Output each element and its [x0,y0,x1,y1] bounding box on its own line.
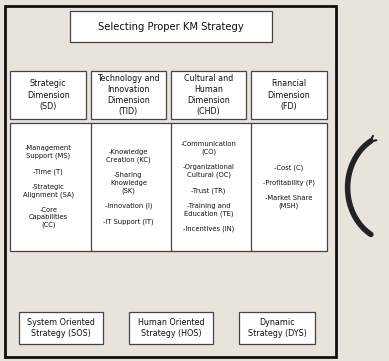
Text: Strategic
Dimension
(SD): Strategic Dimension (SD) [27,79,70,111]
Bar [240,312,315,344]
Text: Selecting Proper KM Strategy: Selecting Proper KM Strategy [98,22,244,32]
Bar [19,312,103,344]
Text: -Management
Support (MS)

-Time (T)

-Strategic
Alignment (SA)

-Core
Capabiliti: -Management Support (MS) -Time (T) -Stra… [23,145,74,228]
Bar [5,6,336,357]
Text: Dynamic
Strategy (DYS): Dynamic Strategy (DYS) [248,318,307,338]
Text: -Knowledge
Creation (KC)

-Sharing
Knowledge
(SK)

-Innovation (I)

-IT Support : -Knowledge Creation (KC) -Sharing Knowle… [103,149,154,225]
Bar [91,71,166,119]
Text: System Oriented
Strategy (SOS): System Oriented Strategy (SOS) [27,318,95,338]
Bar [251,71,327,119]
Bar [11,123,327,251]
Bar [11,71,86,119]
Text: -Communication
(CO)

-Organizational
Cultural (OC)

-Trust (TR)

-Training and
E: -Communication (CO) -Organizational Cult… [181,141,237,232]
Text: Technology and
Innovation
Dimension
(TID): Technology and Innovation Dimension (TID… [97,74,160,116]
Bar [171,71,247,119]
Text: -Cost (C)

-Profitability (P)

-Market Share
(MSH): -Cost (C) -Profitability (P) -Market Sha… [263,164,315,209]
Text: Financial
Dimension
(FD): Financial Dimension (FD) [268,79,310,111]
Bar [70,12,272,42]
Text: Human Oriented
Strategy (HOS): Human Oriented Strategy (HOS) [138,318,204,338]
Bar [130,312,213,344]
Text: Cultural and
Human
Dimension
(CHD): Cultural and Human Dimension (CHD) [184,74,233,116]
